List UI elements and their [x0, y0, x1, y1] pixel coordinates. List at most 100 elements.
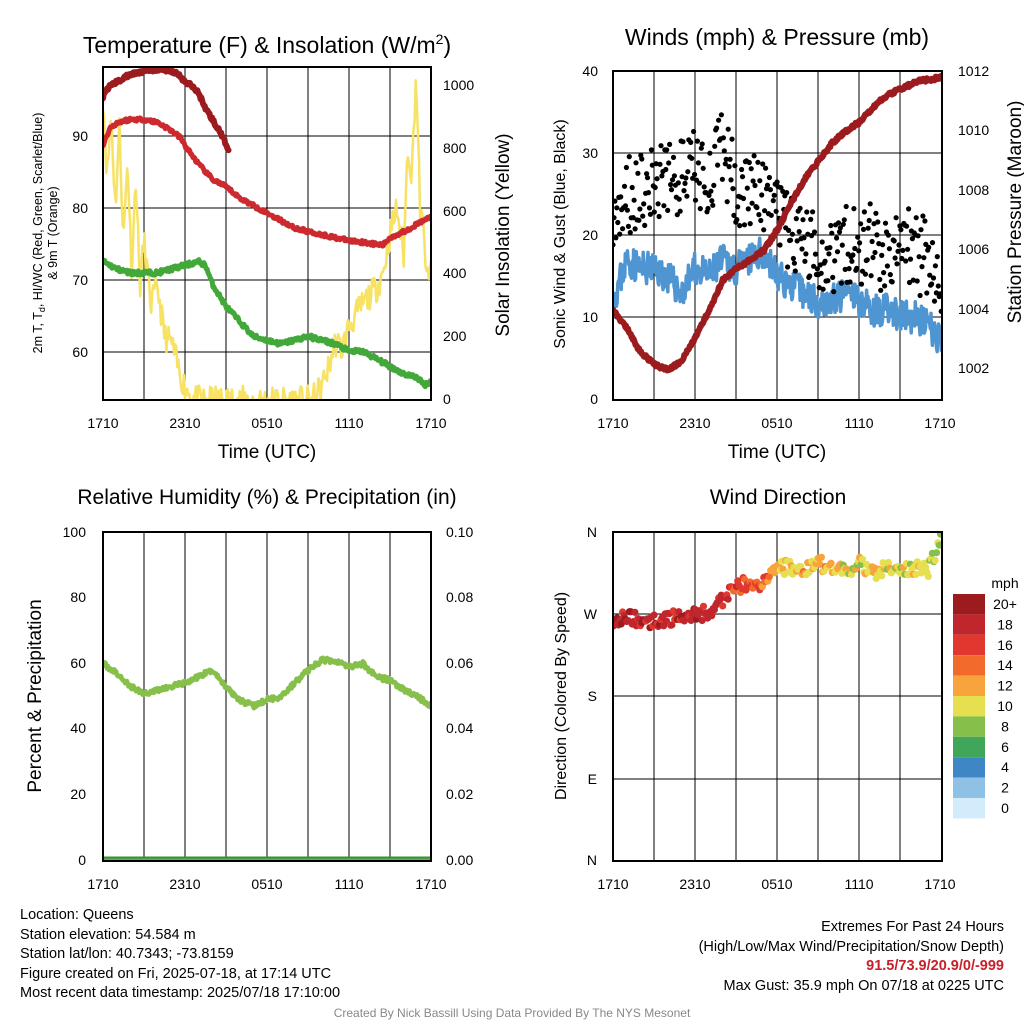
- tick-label: 20: [582, 227, 598, 243]
- legend-label: 8: [1001, 718, 1009, 734]
- gust-point: [707, 150, 713, 156]
- y-ticks-right: 0.00 0.02 0.04 0.06 0.08 0.10: [446, 524, 473, 868]
- gust-point: [614, 205, 620, 211]
- gust-point: [799, 246, 805, 252]
- gust-point: [905, 246, 911, 252]
- tick-label: N: [587, 524, 597, 540]
- series-line: [103, 257, 431, 390]
- direction-point: [931, 556, 939, 565]
- gust-point: [635, 170, 641, 176]
- gust-point: [712, 143, 718, 149]
- gust-point: [818, 270, 824, 276]
- gust-point: [649, 162, 655, 168]
- gust-point: [714, 125, 720, 131]
- gust-point: [812, 251, 819, 257]
- gust-point: [754, 204, 760, 211]
- gust-point: [882, 283, 888, 289]
- gust-point: [839, 242, 845, 248]
- gust-point: [692, 171, 698, 178]
- gust-point: [800, 217, 806, 223]
- x-ticks: 1710 2310 0510 1110 1710: [597, 876, 955, 892]
- gust-point: [682, 180, 688, 186]
- gust-point: [861, 209, 868, 215]
- gust-point: [885, 232, 892, 238]
- tick-label: 1110: [334, 876, 363, 892]
- gust-point: [858, 281, 865, 287]
- y-axis-label-left: 2m T, Td, HI/WC (Red, Green, Scarlet/Blu…: [31, 113, 47, 354]
- tick-label: 1000: [443, 77, 474, 93]
- gust-point: [624, 207, 631, 213]
- tick-label: 60: [72, 344, 88, 360]
- gust-point: [657, 161, 663, 167]
- gust-point: [822, 258, 828, 264]
- gust-point: [916, 254, 922, 260]
- gust-point: [748, 166, 754, 172]
- legend-label: 10: [997, 698, 1013, 714]
- legend-swatch: [953, 634, 985, 656]
- gust-point: [734, 217, 740, 223]
- gust-point: [811, 229, 818, 235]
- tick-label: 1710: [597, 415, 628, 431]
- gust-point: [898, 227, 904, 233]
- chart-title: Wind Direction: [710, 486, 847, 509]
- gust-point: [757, 178, 763, 184]
- gust-point: [878, 287, 884, 293]
- tick-label: 1710: [597, 876, 628, 892]
- direction-point: [668, 621, 676, 629]
- direction-point: [863, 560, 871, 569]
- gust-point: [720, 135, 727, 141]
- gust-point: [879, 252, 885, 258]
- tick-label: 1110: [844, 876, 873, 892]
- tick-label: 200: [443, 328, 467, 344]
- gust-point: [889, 279, 895, 285]
- tick-label: 1710: [924, 876, 955, 892]
- gust-point: [670, 154, 677, 160]
- direction-point: [937, 532, 942, 538]
- tick-label: 70: [72, 272, 88, 288]
- tick-label: 0.08: [446, 589, 473, 605]
- gust-point: [852, 245, 858, 252]
- gust-point: [819, 239, 825, 245]
- gust-point: [906, 206, 912, 212]
- gust-point: [856, 248, 862, 254]
- series-line: [103, 115, 431, 249]
- gust-point: [680, 139, 686, 145]
- gust-point: [774, 179, 780, 185]
- gust-point: [787, 237, 794, 243]
- gust-point: [924, 290, 930, 296]
- gust-point: [851, 206, 857, 212]
- gust-point: [828, 222, 834, 229]
- tick-label: 0.02: [446, 786, 473, 802]
- gust-point: [655, 201, 661, 207]
- x-axis-label: Time (UTC): [728, 442, 827, 463]
- gust-point: [793, 216, 799, 222]
- gust-point: [771, 192, 777, 198]
- direction-point: [827, 559, 835, 567]
- gust-point: [877, 276, 883, 283]
- gust-point: [740, 195, 747, 202]
- chart-title: Winds (mph) & Pressure (mb): [625, 24, 929, 50]
- gust-point: [874, 232, 880, 238]
- gust-point: [929, 240, 936, 246]
- direction-point: [858, 555, 867, 563]
- tick-label: 0: [443, 391, 451, 407]
- tick-label: 1710: [415, 415, 446, 431]
- gust-point: [711, 182, 717, 188]
- gust-point: [810, 209, 816, 215]
- gust-point: [770, 198, 776, 204]
- gust-point: [642, 222, 648, 228]
- gust-point: [656, 213, 662, 220]
- gust-point: [666, 160, 672, 166]
- gust-point: [834, 249, 841, 255]
- station-elevation: Station elevation: 54.584 m: [20, 926, 196, 943]
- gust-point: [915, 233, 921, 239]
- gust-point: [780, 188, 786, 194]
- tick-label: 90: [72, 128, 88, 144]
- gust-point: [730, 186, 736, 192]
- tick-label: 600: [443, 203, 467, 219]
- gust-point: [620, 226, 626, 232]
- direction-point: [878, 572, 886, 580]
- legend-swatch: [953, 675, 985, 696]
- direction-point: [924, 572, 932, 581]
- gust-point: [801, 235, 807, 241]
